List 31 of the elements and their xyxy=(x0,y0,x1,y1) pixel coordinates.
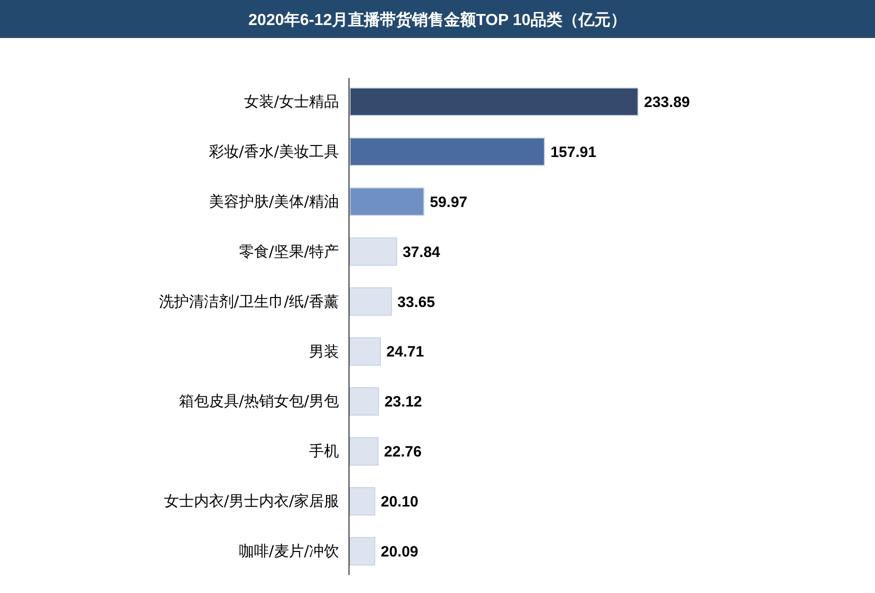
data-label: 20.09 xyxy=(380,544,418,561)
bar xyxy=(350,437,379,466)
data-label: 59.97 xyxy=(430,194,468,211)
bar xyxy=(350,537,376,566)
y-tick-label: 女士内衣/男士内衣/家居服 xyxy=(164,492,339,510)
y-tick-label: 洗护清洁剂/卫生巾/纸/香薰 xyxy=(158,292,339,310)
y-tick-label: 彩妆/香水/美妆工具 xyxy=(208,142,339,160)
data-label: 22.76 xyxy=(384,444,422,461)
y-tick-label: 箱包皮具/热销女包/男包 xyxy=(178,392,339,410)
chart-title: 2020年6-12月直播带货销售金额TOP 10品类（亿元） xyxy=(248,11,627,29)
bar xyxy=(350,137,545,166)
bar xyxy=(350,487,376,516)
data-label: 33.65 xyxy=(397,294,435,311)
data-label: 37.84 xyxy=(402,244,441,261)
bar xyxy=(350,337,381,366)
y-tick-label: 手机 xyxy=(309,442,339,460)
bar xyxy=(350,187,424,216)
bar xyxy=(350,237,398,266)
y-tick-label: 咖啡/麦片/冲饮 xyxy=(238,542,339,560)
y-tick-label: 女装/女士精品 xyxy=(244,92,339,111)
data-label: 23.12 xyxy=(384,394,422,411)
y-tick-label: 零食/坚果/特产 xyxy=(238,242,339,260)
data-label: 157.91 xyxy=(550,144,596,161)
data-label: 24.71 xyxy=(386,344,424,361)
bar xyxy=(350,287,392,316)
y-tick-label: 美容护肤/美体/精油 xyxy=(208,192,339,210)
bar xyxy=(350,87,638,116)
bar xyxy=(350,387,379,416)
data-label: 233.89 xyxy=(644,94,690,111)
y-tick-label: 男装 xyxy=(309,342,339,360)
data-label: 20.10 xyxy=(380,494,418,511)
